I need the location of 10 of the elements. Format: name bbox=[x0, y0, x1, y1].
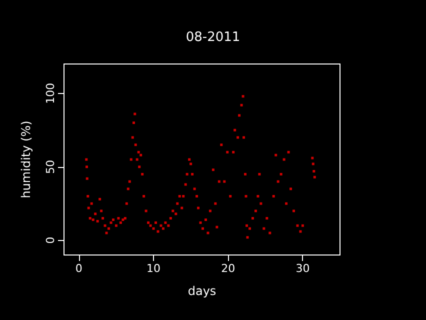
chart-title: 08-2011 bbox=[186, 30, 240, 45]
x-axis-title: days bbox=[188, 284, 216, 298]
x-tick-label: 30 bbox=[296, 262, 310, 275]
y-tick-label: 100 bbox=[44, 82, 57, 104]
x-tick-label: 10 bbox=[146, 262, 161, 275]
y-tick-label: 50 bbox=[44, 160, 57, 174]
x-tick-label: 20 bbox=[221, 262, 236, 275]
y-axis-title: humidity (%) bbox=[19, 120, 33, 198]
y-tick-label: 0 bbox=[44, 236, 57, 244]
x-tick-label: 0 bbox=[75, 262, 82, 275]
